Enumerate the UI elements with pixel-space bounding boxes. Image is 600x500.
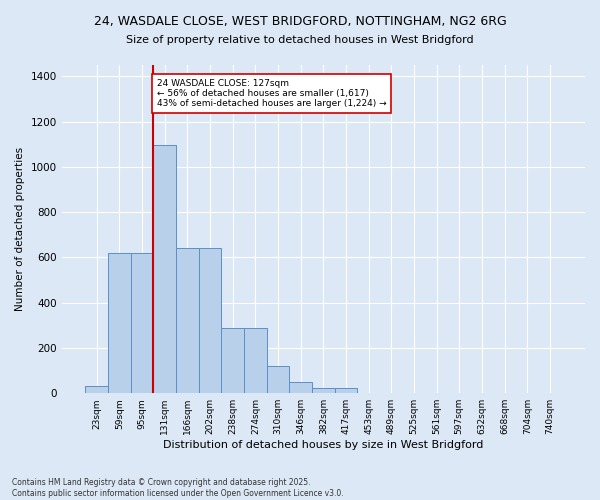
Y-axis label: Number of detached properties: Number of detached properties [15,147,25,311]
Bar [335,388,358,393]
Bar [199,248,221,393]
Text: Size of property relative to detached houses in West Bridgford: Size of property relative to detached ho… [126,35,474,45]
Text: 24 WASDALE CLOSE: 127sqm
← 56% of detached houses are smaller (1,617)
43% of sem: 24 WASDALE CLOSE: 127sqm ← 56% of detach… [157,78,386,108]
Bar [85,386,108,393]
Bar [266,366,289,393]
Text: Contains HM Land Registry data © Crown copyright and database right 2025.
Contai: Contains HM Land Registry data © Crown c… [12,478,344,498]
Bar [289,382,312,393]
Text: 24, WASDALE CLOSE, WEST BRIDGFORD, NOTTINGHAM, NG2 6RG: 24, WASDALE CLOSE, WEST BRIDGFORD, NOTTI… [94,15,506,28]
Bar [221,328,244,393]
X-axis label: Distribution of detached houses by size in West Bridgford: Distribution of detached houses by size … [163,440,484,450]
Bar [108,253,131,393]
Bar [154,146,176,393]
Bar [176,248,199,393]
Bar [131,253,154,393]
Bar [244,328,266,393]
Bar [312,388,335,393]
